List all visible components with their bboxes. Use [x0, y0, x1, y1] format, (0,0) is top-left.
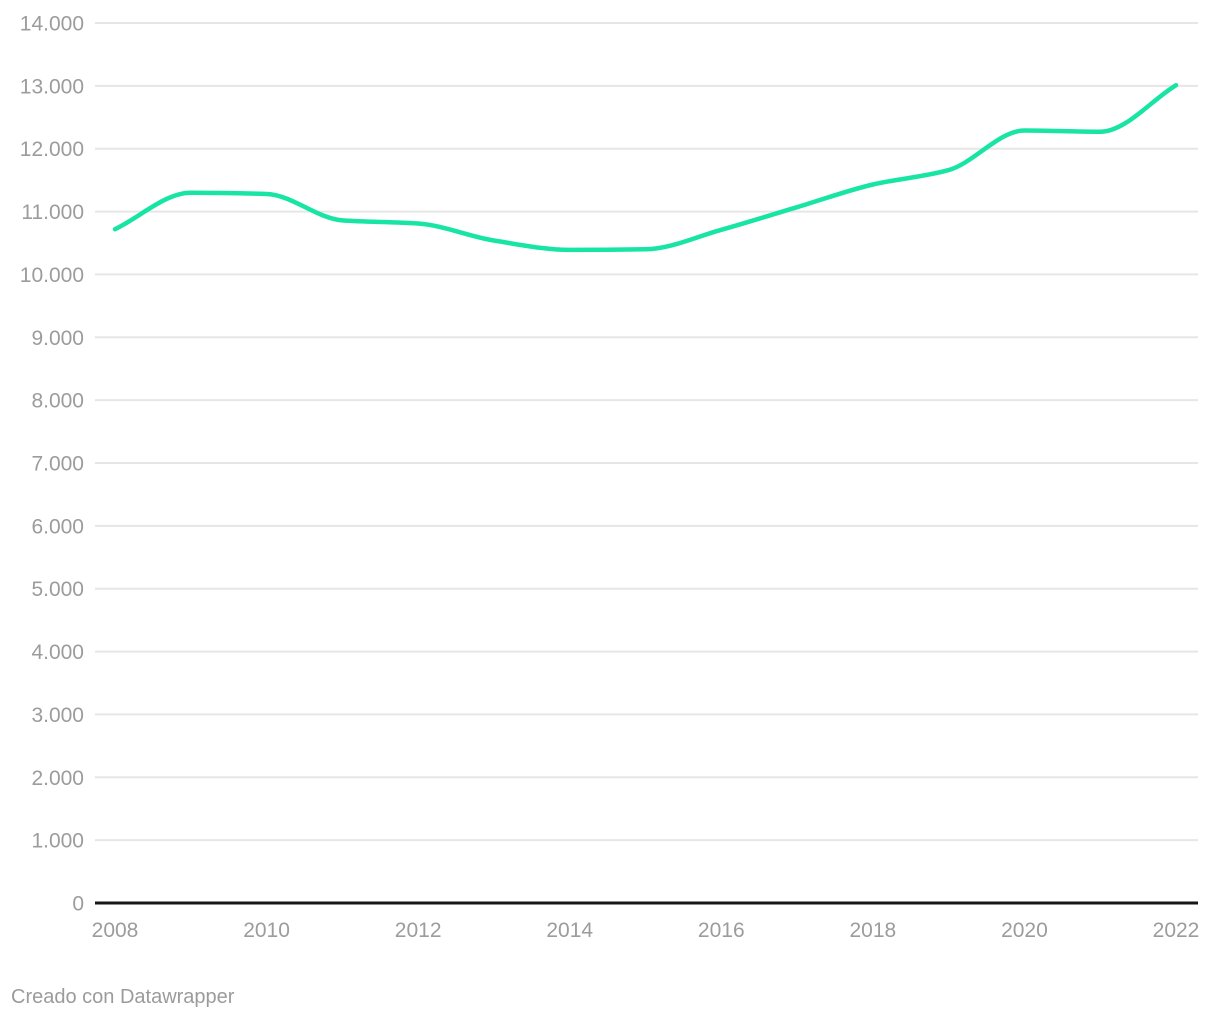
- y-tick-label: 10.000: [20, 264, 84, 287]
- y-tick-label: 1.000: [31, 830, 84, 853]
- line-chart-plot-area: 0 1.000 2.000 3.000 4.000 5.000 6.000 7.000 8.00…: [20, 13, 1200, 943]
- y-tick-label: 6.000: [31, 515, 84, 538]
- y-tick-label: 13.000: [20, 75, 84, 98]
- x-tick-label: 2020: [1001, 919, 1048, 942]
- y-tick-label: 2.000: [31, 767, 84, 790]
- x-tick-label: 2014: [546, 919, 593, 942]
- y-tick-label: 5.000: [31, 578, 84, 601]
- y-tick-label: 7.000: [31, 453, 84, 476]
- y-tick-label: 0: [72, 893, 84, 916]
- x-tick-label: 2012: [395, 919, 442, 942]
- y-tick-label: 8.000: [31, 390, 84, 413]
- x-tick-label: 2022: [1153, 919, 1200, 942]
- y-tick-label: 4.000: [31, 641, 84, 664]
- x-tick-label: 2018: [849, 919, 896, 942]
- y-tick-label: 12.000: [20, 138, 84, 161]
- y-tick-label: 3.000: [31, 704, 84, 727]
- y-tick-label: 9.000: [31, 327, 84, 350]
- data-series-line: [112, 82, 1179, 253]
- x-tick-label: 2010: [243, 919, 290, 942]
- y-tick-label: 14.000: [20, 13, 84, 36]
- y-tick-label: 11.000: [21, 201, 84, 224]
- datawrapper-credit: Creado con Datawrapper: [11, 986, 235, 1008]
- x-tick-label: 2008: [92, 919, 139, 942]
- x-tick-label: 2016: [698, 919, 745, 942]
